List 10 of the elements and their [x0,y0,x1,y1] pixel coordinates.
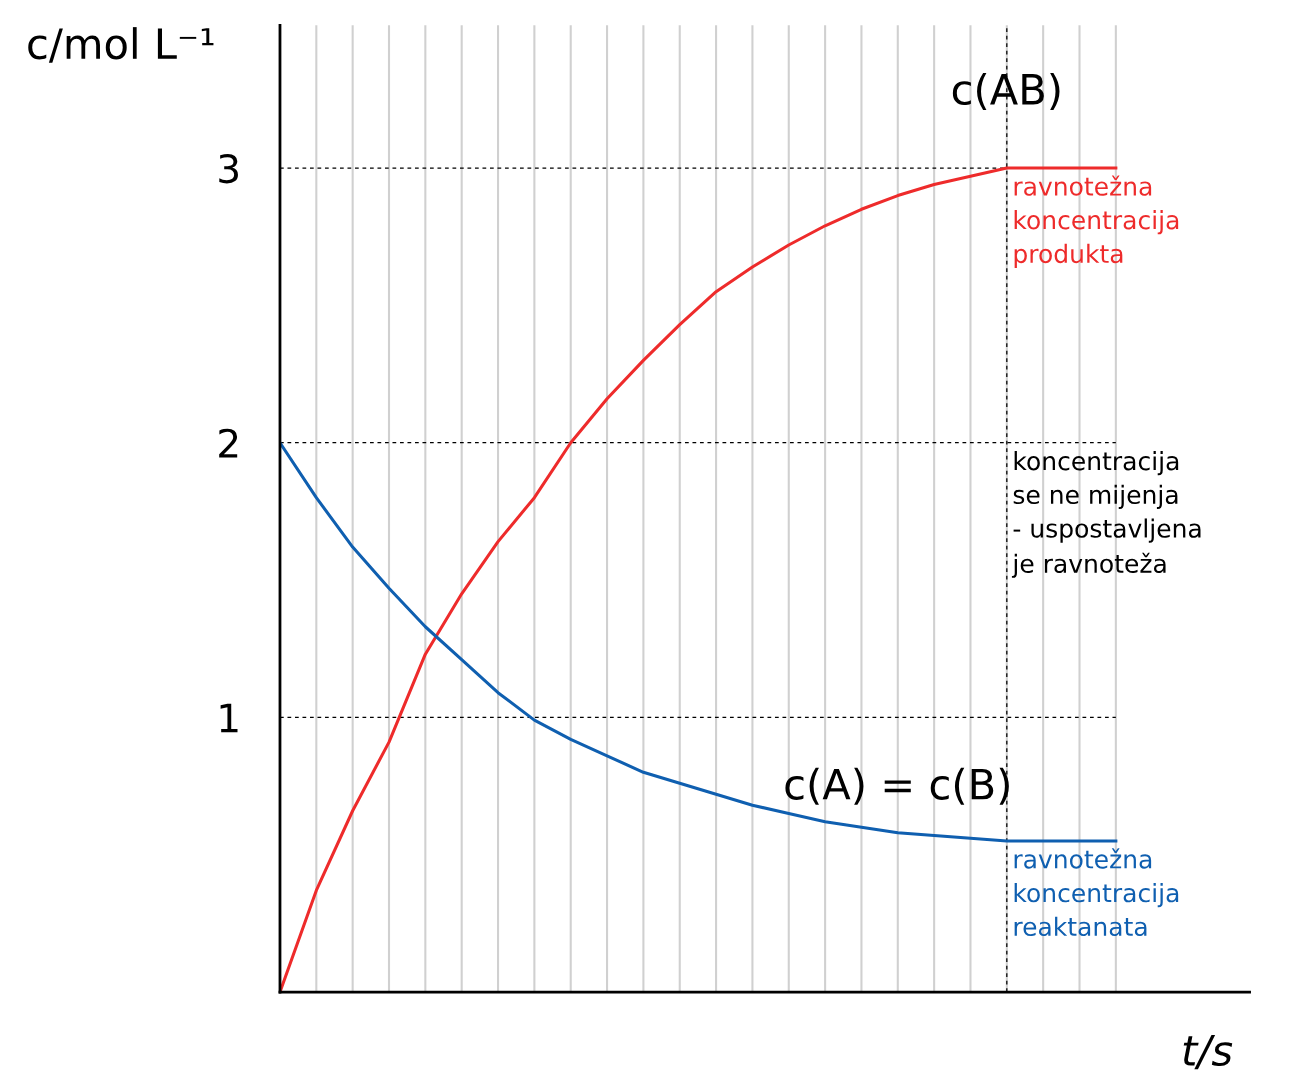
y-tick-label: 2 [219,428,238,458]
y-tick-label: 3 [219,154,238,184]
y-axis-title: c/mol L⁻¹ [28,27,214,63]
annotation: ravnotežna koncentracija produkta [1014,175,1179,269]
annotation: ravnotežna koncentracija reaktanata [1014,848,1179,937]
annotation: koncentracija se ne mijenja - uspostavljena je ravnoteža [1011,451,1201,578]
x-axis-title: t/s [1183,1035,1233,1070]
series-label: c(A) = c(B) [785,767,1009,805]
y-tick-label: 1 [220,703,238,733]
series-label: c(AB) [952,72,1060,110]
